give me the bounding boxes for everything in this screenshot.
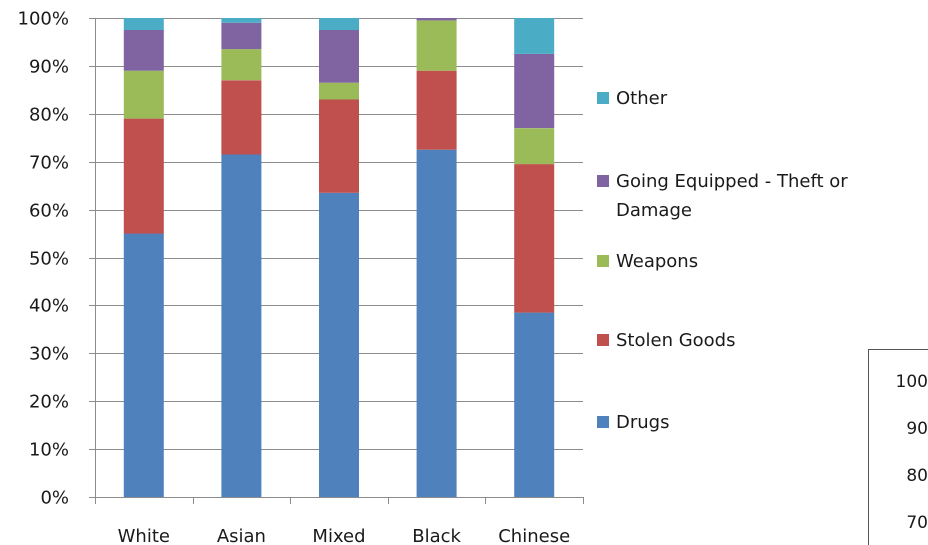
inset-y-tick-label: 90 [906, 419, 928, 439]
y-tick-label: 30% [29, 344, 69, 365]
legend-label: Other [616, 88, 668, 109]
bar-segment [416, 70, 457, 150]
y-tick-label: 20% [29, 392, 69, 413]
bar-segment [221, 22, 262, 50]
legend-swatch [597, 416, 609, 428]
y-tick-label: 60% [29, 201, 69, 222]
bar-segment [221, 18, 262, 23]
x-tick-label: Asian [217, 526, 266, 545]
y-tick-label: 80% [29, 105, 69, 126]
legend-swatch [597, 175, 609, 187]
bar-segment [123, 233, 164, 497]
y-tick-label: 40% [29, 296, 69, 317]
bar-segment [416, 20, 457, 71]
legend: Other Going Equipped - Theft or Damage Weap… [597, 88, 848, 433]
x-tick-label: White [118, 526, 170, 545]
bar-segment [514, 18, 555, 54]
x-tick-label: Mixed [312, 526, 365, 545]
bar-segment [319, 30, 359, 83]
y-tick-label: 10% [29, 440, 69, 461]
bar-segment [514, 312, 555, 497]
legend-swatch [597, 255, 609, 267]
inset-y-tick-label: 80 [906, 466, 928, 486]
bar-segment [319, 18, 359, 30]
legend-label: Going Equipped - Theft or Damage [616, 171, 848, 221]
bar-segment [123, 70, 164, 119]
y-tick-label: 70% [29, 153, 69, 174]
bar-segment [514, 164, 555, 313]
inset-y-tick-label: 70 [906, 513, 928, 533]
bar-segment [416, 149, 457, 497]
bars [123, 18, 555, 498]
bar-segment [514, 53, 555, 129]
bar-segment [123, 18, 164, 30]
legend-label: Weapons [616, 251, 698, 272]
legend-swatch [597, 92, 609, 104]
x-tick-label: Black [412, 526, 461, 545]
y-tick-label: 90% [29, 57, 69, 78]
bar-segment [221, 49, 262, 81]
y-tick-label: 100% [18, 9, 69, 30]
bar-segment [319, 192, 359, 498]
bar-segment [221, 80, 262, 155]
x-tick-label: Chinese [498, 526, 570, 545]
axes: 0% 10% 20% 30% 40% 50% 60% 70% 80% 90% 100% White As… [18, 9, 584, 545]
bar-segment [123, 118, 164, 234]
legend-label: Drugs [616, 412, 669, 433]
legend-swatch [597, 334, 609, 346]
bar-segment [416, 18, 457, 21]
bar-segment [221, 154, 262, 497]
bar-segment [319, 99, 359, 193]
bar-segment [514, 128, 555, 165]
legend-label: Stolen Goods [616, 330, 735, 351]
y-tick-label: 0% [40, 488, 69, 509]
bar-segment [123, 30, 164, 71]
inset-chart-fragment: 100 90 80 70 [868, 349, 928, 545]
y-tick-label: 50% [29, 249, 69, 270]
bar-segment [319, 82, 359, 100]
inset-y-tick-label: 100 [896, 372, 928, 392]
inset-frame [868, 349, 928, 545]
